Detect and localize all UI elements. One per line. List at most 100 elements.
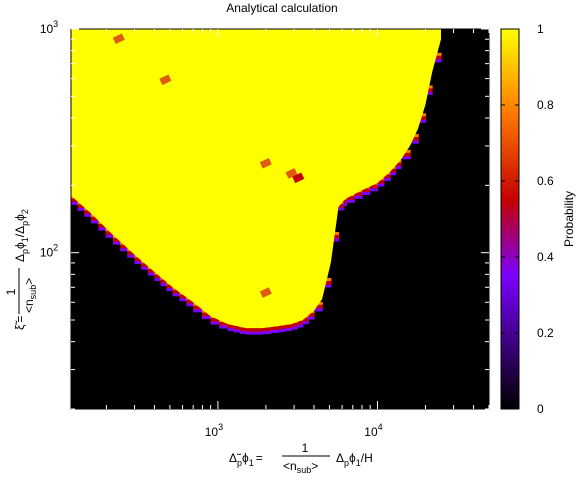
transition-cell [343,203,348,207]
transition-cell [219,322,229,326]
transition-cell [120,244,128,249]
transition-cell [233,329,241,333]
transition-cell [297,321,304,325]
transition-cell [390,168,396,173]
transition-cell [330,232,340,235]
transition-cell [160,283,168,287]
chart-title: Analytical calculation [226,1,337,15]
transition-cell [179,298,187,302]
transition-cell [308,316,315,320]
isolated-cell [159,74,172,86]
plot-frame [70,28,490,410]
transition-cell [186,303,194,307]
y-tick-label: 102 [40,243,58,260]
transition-cell [362,192,371,195]
transition-cell [113,241,121,245]
transition-cell [201,312,212,317]
transition-cell [172,293,181,297]
transition-cell [84,213,92,217]
transition-cell [105,231,114,236]
transition-cell [239,330,247,334]
colorbar [500,28,520,410]
transition-cell [105,234,114,238]
transition-cell [262,327,272,332]
transition-cell [395,166,402,170]
y-label-rhs: Δpϕ1/Δpϕ2 [13,209,30,262]
colorbar-ticks: 0 0.2 0.4 0.6 0.8 1 [501,22,554,416]
transition-cell [432,59,442,63]
transition-cell [233,326,241,330]
transition-cell [98,224,107,229]
transition-cell [291,326,298,330]
y-tick-label: 103 [40,19,58,36]
transition-cell [270,330,280,333]
x-tick-label: 103 [205,422,223,439]
transition-cell [262,331,272,335]
transition-cell [210,321,220,325]
isolated-cell [259,157,272,169]
transition-cell [338,204,344,209]
transition-cell [147,269,155,274]
transition-cell [141,266,149,270]
transition-cell [77,207,85,211]
transition-cell [362,188,371,193]
transition-cell [246,328,255,333]
transition-cell [330,235,340,239]
isolated-cell [112,33,125,45]
y-label-lhs: ξ̃= [13,316,27,330]
transition-cell [278,329,286,332]
transition-cell [160,279,168,284]
y-label-fraction-denominator: <nsub> [22,278,38,313]
transition-cell [297,324,304,328]
heatmap-isolated-cells [112,33,305,298]
transition-cell [418,116,427,121]
transition-cell [254,328,263,333]
transition-cell [227,328,235,332]
transition-cell [179,294,187,299]
transition-cell [400,152,411,157]
transition-cell [270,326,280,331]
transition-cell [338,207,344,211]
x-axis-label: Δ̃pϕ1 = 1 <nsub> Δpϕ1/H [229,441,373,475]
transition-cell [120,248,128,252]
colorbar-label: Probability [562,191,576,247]
transition-cell [77,204,85,209]
transition-cell [369,184,378,189]
transition-cell [291,323,298,327]
transition-cell [343,199,348,204]
transition-cell [395,162,402,167]
transition-cell [71,198,79,203]
transition-cell [383,174,391,179]
transition-cell [432,55,442,60]
isolated-cell [259,287,272,298]
transition-cell [127,251,136,256]
transition-cell [383,178,391,182]
transition-cell [113,238,121,243]
colorbar-tick-label: 0.8 [537,98,554,112]
transition-cell [354,195,363,199]
transition-cell [172,289,181,294]
transition-cell [246,331,255,335]
colorbar-tick-label: 0.4 [537,250,554,264]
transition-cell [425,91,433,95]
transition-cell [239,327,247,332]
isolated-cell [292,172,305,184]
transition-cell [210,318,220,323]
x-axis-ticks: 103 104 [105,29,490,439]
transition-cell [227,324,235,329]
transition-cell [330,238,340,242]
transition-cell [71,202,79,205]
transition-cell [302,321,309,325]
colorbar-tick-label: 1 [537,22,544,36]
transition-cell [127,254,136,258]
transition-cell [322,281,332,285]
x-label-fraction-denominator: <nsub> [283,459,318,475]
transition-cell [302,317,309,322]
transition-cell [308,313,315,318]
transition-cell [90,216,99,221]
transition-cell [377,183,385,187]
transition-cell [186,299,194,304]
transition-cell [418,119,427,123]
transition-cell [201,316,212,320]
